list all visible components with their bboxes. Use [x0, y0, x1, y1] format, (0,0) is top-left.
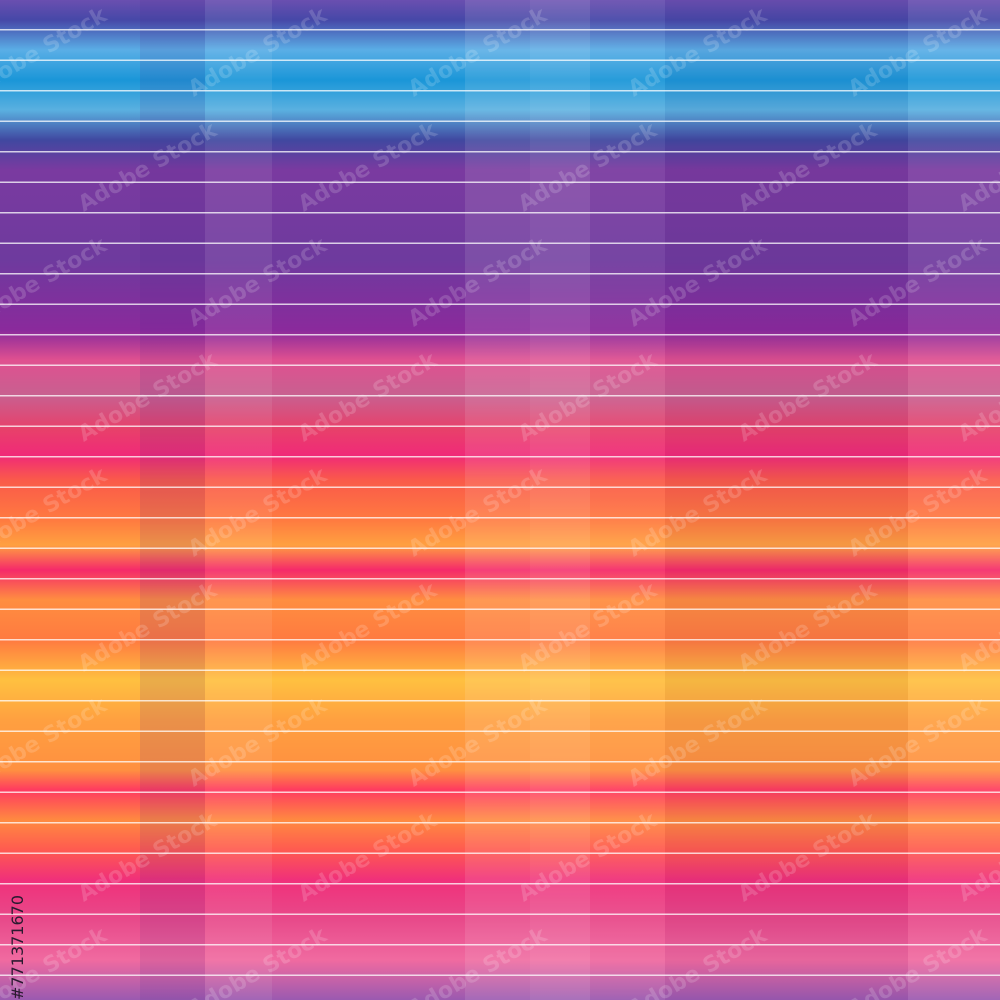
watermark: Adobe Stock [624, 692, 772, 793]
watermark: Adobe Stock [0, 462, 112, 563]
watermark: Adobe Stock [734, 577, 882, 678]
watermark: Adobe Stock [74, 577, 222, 678]
watermark: Adobe Stock [954, 578, 1000, 678]
watermark: Adobe Stock [184, 462, 332, 563]
watermark: Adobe Stock [294, 807, 442, 908]
watermark: Adobe Stock [514, 807, 662, 908]
watermark: Adobe Stock [0, 692, 112, 793]
watermark: Adobe Stock [844, 232, 992, 333]
watermark: Adobe Stock [514, 347, 662, 448]
stock-id: #771371670 [8, 894, 27, 1000]
watermark: Adobe Stock [624, 232, 772, 333]
watermark: Adobe Stock [844, 462, 992, 563]
watermark: Adobe Stock [294, 577, 442, 678]
watermark: Adobe Stock [404, 2, 552, 103]
watermark: Adobe Stock [0, 2, 112, 103]
watermark: Adobe Stock [184, 692, 332, 793]
watermark: Adobe Stock [404, 462, 552, 563]
watermark: Adobe Stock [624, 2, 772, 103]
watermark: Adobe Stock [404, 692, 552, 793]
watermark: Adobe Stock [954, 348, 1000, 448]
watermark: Adobe Stock [734, 117, 882, 218]
watermark: Adobe Stock [184, 232, 332, 333]
watermark: Adobe Stock [404, 232, 552, 333]
watermark: Adobe Stock [844, 692, 992, 793]
watermark: Adobe Stock [844, 2, 992, 103]
watermark: Adobe Stock [624, 922, 772, 1000]
watermark: Adobe Stock [954, 118, 1000, 218]
watermark: Adobe Stock [74, 347, 222, 448]
watermark: Adobe Stock [514, 117, 662, 218]
watermark: Adobe Stock [74, 807, 222, 908]
watermark: Adobe Stock [294, 347, 442, 448]
watermark: Adobe Stock [734, 347, 882, 448]
watermark: Adobe Stock [624, 462, 772, 563]
watermark: Adobe Stock [404, 922, 552, 1000]
watermark: Adobe Stock [74, 117, 222, 218]
watermark: Adobe Stock [184, 2, 332, 103]
watermark: Adobe Stock [0, 232, 112, 333]
watermark: Adobe Stock [844, 922, 992, 1000]
watermark: Adobe Stock [734, 807, 882, 908]
watermark: Adobe Stock [184, 922, 332, 1000]
watermark: Adobe Stock [514, 577, 662, 678]
watermark: Adobe Stock [954, 808, 1000, 908]
watermark: Adobe Stock [294, 117, 442, 218]
